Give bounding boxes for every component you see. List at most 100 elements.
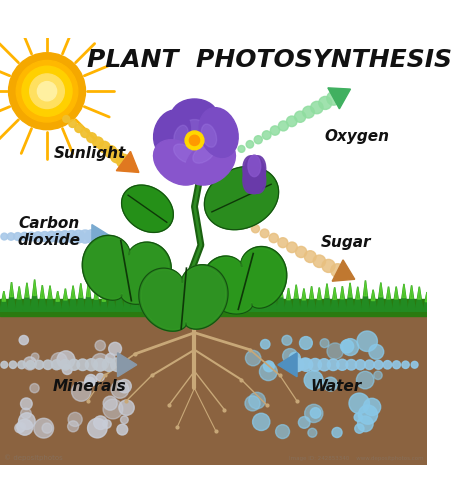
Circle shape — [42, 423, 52, 433]
Polygon shape — [425, 292, 428, 302]
Circle shape — [16, 60, 78, 122]
Polygon shape — [238, 286, 246, 311]
Circle shape — [84, 377, 95, 387]
Text: PLANT  PHOTOSYNTHESIS: PLANT PHOTOSYNTHESIS — [87, 48, 452, 72]
Circle shape — [355, 424, 364, 433]
Circle shape — [72, 230, 85, 243]
Polygon shape — [272, 281, 275, 296]
Circle shape — [349, 393, 369, 413]
Circle shape — [286, 116, 297, 127]
Circle shape — [63, 116, 70, 122]
Polygon shape — [179, 285, 182, 298]
Polygon shape — [156, 284, 159, 298]
Ellipse shape — [244, 155, 265, 194]
Circle shape — [295, 246, 307, 258]
Polygon shape — [38, 285, 46, 311]
Circle shape — [189, 135, 200, 145]
Circle shape — [120, 416, 128, 424]
Circle shape — [261, 340, 270, 349]
Polygon shape — [92, 224, 111, 248]
Polygon shape — [300, 289, 308, 311]
Circle shape — [383, 361, 392, 369]
Circle shape — [327, 92, 340, 105]
Circle shape — [20, 398, 32, 409]
Circle shape — [342, 339, 359, 356]
Circle shape — [68, 412, 82, 427]
Polygon shape — [348, 283, 352, 297]
Polygon shape — [346, 283, 354, 311]
Polygon shape — [115, 281, 123, 311]
Polygon shape — [218, 284, 221, 297]
Polygon shape — [18, 287, 21, 299]
Circle shape — [75, 124, 83, 132]
Circle shape — [374, 360, 383, 369]
Polygon shape — [146, 292, 154, 311]
Polygon shape — [248, 287, 252, 299]
Circle shape — [103, 396, 117, 410]
Polygon shape — [202, 285, 206, 298]
Circle shape — [87, 133, 97, 143]
Polygon shape — [122, 185, 173, 232]
Circle shape — [364, 398, 381, 415]
Circle shape — [402, 361, 409, 369]
Circle shape — [294, 111, 306, 122]
Ellipse shape — [243, 156, 266, 193]
Circle shape — [103, 399, 123, 419]
Circle shape — [15, 424, 24, 433]
Circle shape — [65, 230, 78, 242]
Circle shape — [264, 361, 274, 372]
Circle shape — [246, 141, 254, 148]
Circle shape — [30, 383, 39, 393]
Polygon shape — [64, 289, 67, 300]
Circle shape — [88, 418, 107, 438]
Circle shape — [109, 343, 121, 355]
Circle shape — [19, 336, 28, 345]
Circle shape — [1, 233, 8, 240]
Polygon shape — [392, 287, 400, 311]
Circle shape — [319, 97, 332, 110]
Polygon shape — [332, 260, 355, 281]
Polygon shape — [408, 285, 415, 311]
Polygon shape — [294, 285, 298, 298]
Polygon shape — [177, 285, 185, 311]
Circle shape — [251, 225, 259, 233]
Polygon shape — [415, 287, 423, 311]
Circle shape — [105, 145, 117, 158]
Circle shape — [322, 260, 335, 273]
Bar — [0, 309, 428, 465]
Circle shape — [81, 128, 90, 137]
Polygon shape — [287, 288, 290, 300]
Ellipse shape — [171, 99, 218, 134]
Polygon shape — [264, 287, 267, 299]
Circle shape — [110, 150, 124, 163]
Circle shape — [18, 413, 35, 430]
Polygon shape — [0, 291, 8, 311]
Polygon shape — [402, 284, 406, 298]
Polygon shape — [56, 291, 59, 301]
Polygon shape — [323, 284, 331, 311]
Circle shape — [17, 423, 26, 432]
Circle shape — [357, 416, 373, 432]
Polygon shape — [154, 284, 162, 311]
Circle shape — [94, 359, 107, 371]
Polygon shape — [241, 286, 244, 299]
Circle shape — [313, 255, 326, 268]
Ellipse shape — [193, 144, 215, 163]
Ellipse shape — [154, 140, 203, 185]
Polygon shape — [233, 290, 237, 300]
Bar — [0, 298, 428, 315]
Circle shape — [249, 392, 265, 409]
Polygon shape — [162, 280, 169, 311]
Circle shape — [337, 359, 348, 370]
Circle shape — [356, 371, 374, 389]
Circle shape — [346, 360, 356, 370]
Polygon shape — [385, 287, 392, 311]
Polygon shape — [325, 284, 328, 297]
Circle shape — [99, 141, 110, 153]
Circle shape — [411, 361, 418, 368]
Circle shape — [85, 230, 99, 243]
Text: © depositphotos: © depositphotos — [4, 454, 63, 461]
Polygon shape — [31, 280, 38, 311]
Polygon shape — [394, 287, 398, 299]
Circle shape — [283, 349, 298, 364]
